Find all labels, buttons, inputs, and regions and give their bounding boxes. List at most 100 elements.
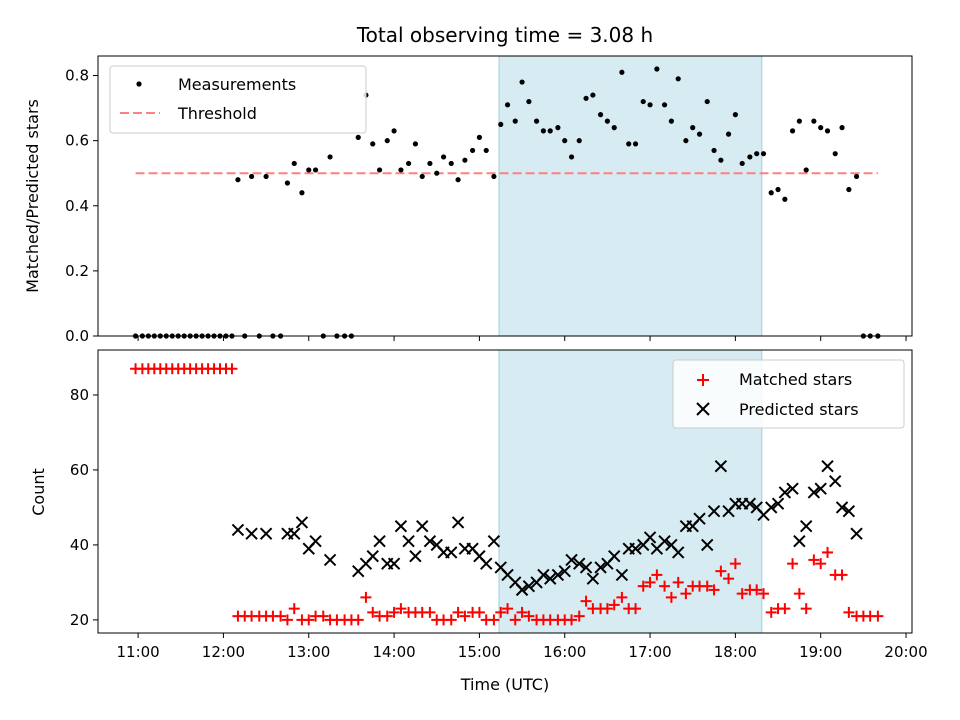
measurement-point (355, 134, 361, 140)
predicted-star-point (480, 557, 493, 570)
measurement-point (384, 138, 390, 144)
measurement-point (690, 125, 696, 131)
measurement-point (647, 102, 653, 108)
matched-star-point (516, 606, 528, 618)
predicted-star-point (259, 527, 273, 540)
matched-star-point (800, 603, 812, 615)
bottom-y-tick-label: 60 (70, 461, 89, 479)
measurement-point (526, 98, 532, 105)
legend-marker-predicted (696, 402, 710, 416)
bottom-legend-box (672, 359, 905, 429)
measurement-point (519, 79, 525, 85)
predicted-star-point (594, 561, 607, 574)
predicted-star-point (771, 497, 785, 510)
predicted-star-point (850, 527, 863, 540)
matched-star-point (665, 591, 677, 603)
predicted-star-point (288, 527, 301, 540)
top-legend-box (109, 65, 367, 134)
matched-star-point (715, 565, 727, 577)
top-panel: 0.0 0.2 0.4 0.6 0.8 Total observing time = 3… (23, 23, 913, 345)
measurement-point (747, 154, 753, 160)
measurement-point (768, 190, 774, 196)
predicted-star-point (835, 501, 849, 514)
bottom-y-tick-label: 80 (70, 386, 89, 404)
x-axis-label: Time (UTC) (460, 675, 549, 694)
matched-star-point (751, 584, 763, 596)
measurement-point (576, 138, 582, 144)
bottom-y-tick-label: 20 (70, 611, 89, 629)
predicted-star-point (366, 549, 379, 563)
predicted-star-point (445, 546, 458, 559)
predicted-star-point (693, 512, 706, 525)
predicted-star-point (565, 553, 578, 567)
matched-star-point (736, 588, 748, 600)
x-tick-label: 13:00 (287, 643, 330, 661)
matched-star-point (659, 580, 671, 592)
matched-star-point (630, 603, 642, 615)
measurement-point (725, 131, 732, 137)
measurement-point (668, 118, 674, 124)
measurement-point (434, 170, 440, 176)
matched-star-point (424, 606, 436, 618)
predicted-star-point (409, 549, 422, 563)
measurement-point (555, 125, 561, 131)
measurement-point (498, 121, 504, 127)
predicted-star-point (423, 534, 437, 548)
measurement-point (818, 125, 824, 131)
predicted-star-point (714, 459, 728, 473)
measurement-point (711, 147, 717, 154)
count-points (130, 363, 884, 626)
predicted-star-point (707, 504, 721, 518)
measurement-point (370, 141, 376, 147)
measurement-point (853, 173, 860, 180)
predicted-star-point (387, 557, 401, 570)
matched-star-point (758, 588, 770, 600)
measurement-point (782, 196, 788, 202)
predicted-star-point (551, 568, 565, 582)
measurement-point (632, 141, 639, 147)
predicted-star-point (615, 568, 629, 582)
measurement-point (299, 190, 305, 196)
measurement-point (312, 167, 319, 173)
measurement-point (619, 69, 625, 75)
predicted-star-point (522, 579, 536, 593)
predicted-star-point (394, 519, 408, 533)
measurement-point (568, 154, 575, 160)
predicted-star-point (701, 538, 714, 552)
matched-star-point (779, 603, 791, 615)
predicted-star-point (402, 534, 415, 548)
matched-star-point (608, 599, 620, 611)
measurement-point (675, 76, 681, 82)
x-tick-label: 19:00 (799, 643, 842, 661)
x-tick-label: 11:00 (116, 643, 159, 661)
matched-star-point (445, 614, 457, 626)
measurement-point (803, 167, 809, 173)
matched-star-point (288, 603, 300, 615)
measurement-point (796, 118, 802, 124)
x-tick-label: 17:00 (628, 643, 671, 661)
bottom-y-tick-label: 40 (70, 536, 89, 554)
matched-star-point (872, 610, 884, 622)
top-x-ticks (137, 336, 907, 341)
predicted-star-point (245, 527, 258, 540)
predicted-star-point (786, 482, 799, 495)
top-y-ticks: 0.0 0.2 0.4 0.6 0.8 (65, 67, 98, 345)
top-y-axis-label: Matched/Predicted stars (23, 99, 42, 293)
predicted-star-point (487, 534, 501, 548)
measurement-point (754, 151, 760, 157)
predicted-star-point (309, 534, 322, 548)
predicted-star-point (799, 519, 813, 533)
matched-star-point (616, 591, 628, 603)
matched-star-point (573, 610, 585, 622)
top-legend: Measurements Threshold (109, 65, 367, 134)
matched-star-point (488, 614, 500, 626)
matched-star-point (473, 606, 485, 618)
predicted-star-point (778, 486, 792, 499)
predicted-star-point (629, 542, 642, 555)
predicted-star-point (544, 572, 557, 585)
matched-star-point (495, 606, 507, 618)
measurement-point (391, 128, 397, 134)
predicted-star-point (416, 519, 429, 533)
legend-marker-matched (697, 374, 709, 386)
